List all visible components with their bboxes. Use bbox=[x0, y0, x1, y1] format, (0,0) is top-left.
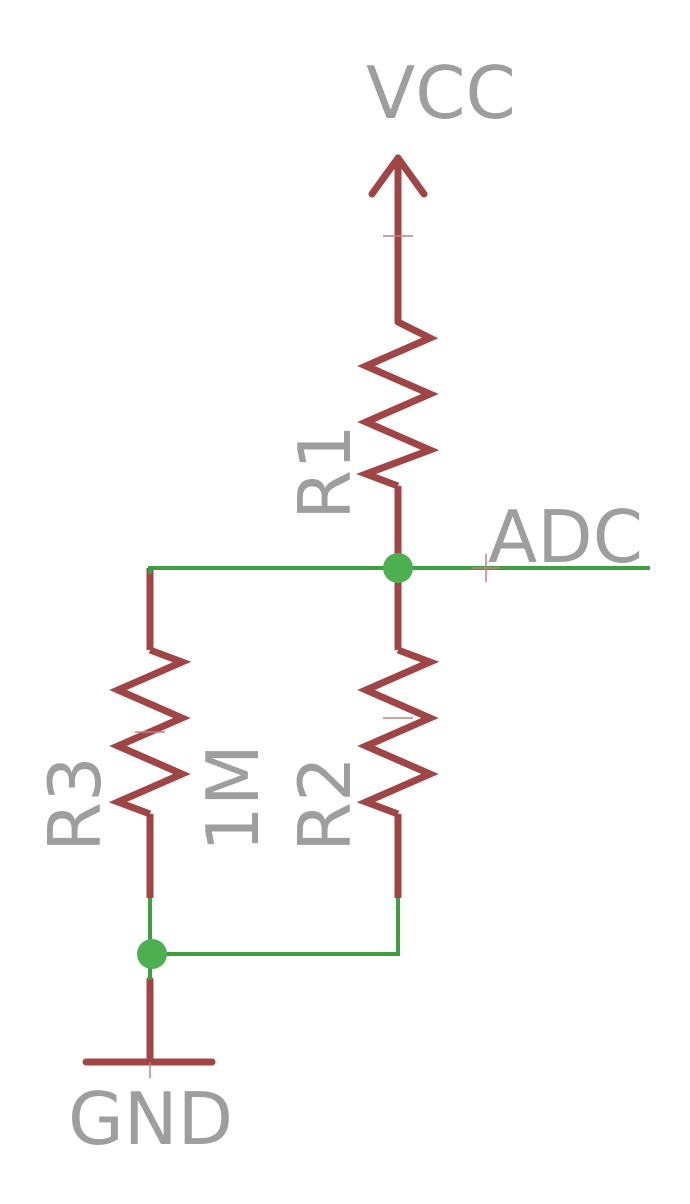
label-crosses bbox=[135, 554, 500, 1078]
gnd-symbol bbox=[82, 976, 216, 1066]
r3-label: R3 bbox=[33, 756, 117, 852]
r1-label: R1 bbox=[283, 424, 367, 520]
resistor-r3 bbox=[108, 568, 192, 898]
resistor-r1 bbox=[356, 318, 440, 568]
resistor-r2 bbox=[356, 568, 440, 898]
net-bottom bbox=[148, 898, 400, 956]
vcc-label: VCC bbox=[366, 51, 516, 135]
gnd-label: GND bbox=[68, 1077, 233, 1161]
r3-value-label: 1M bbox=[191, 744, 275, 852]
adc-label: ADC bbox=[488, 495, 643, 579]
junction-gnd bbox=[137, 939, 167, 969]
junction-adc bbox=[383, 553, 413, 583]
r2-label: R2 bbox=[283, 756, 367, 852]
vcc-symbol bbox=[368, 154, 428, 326]
